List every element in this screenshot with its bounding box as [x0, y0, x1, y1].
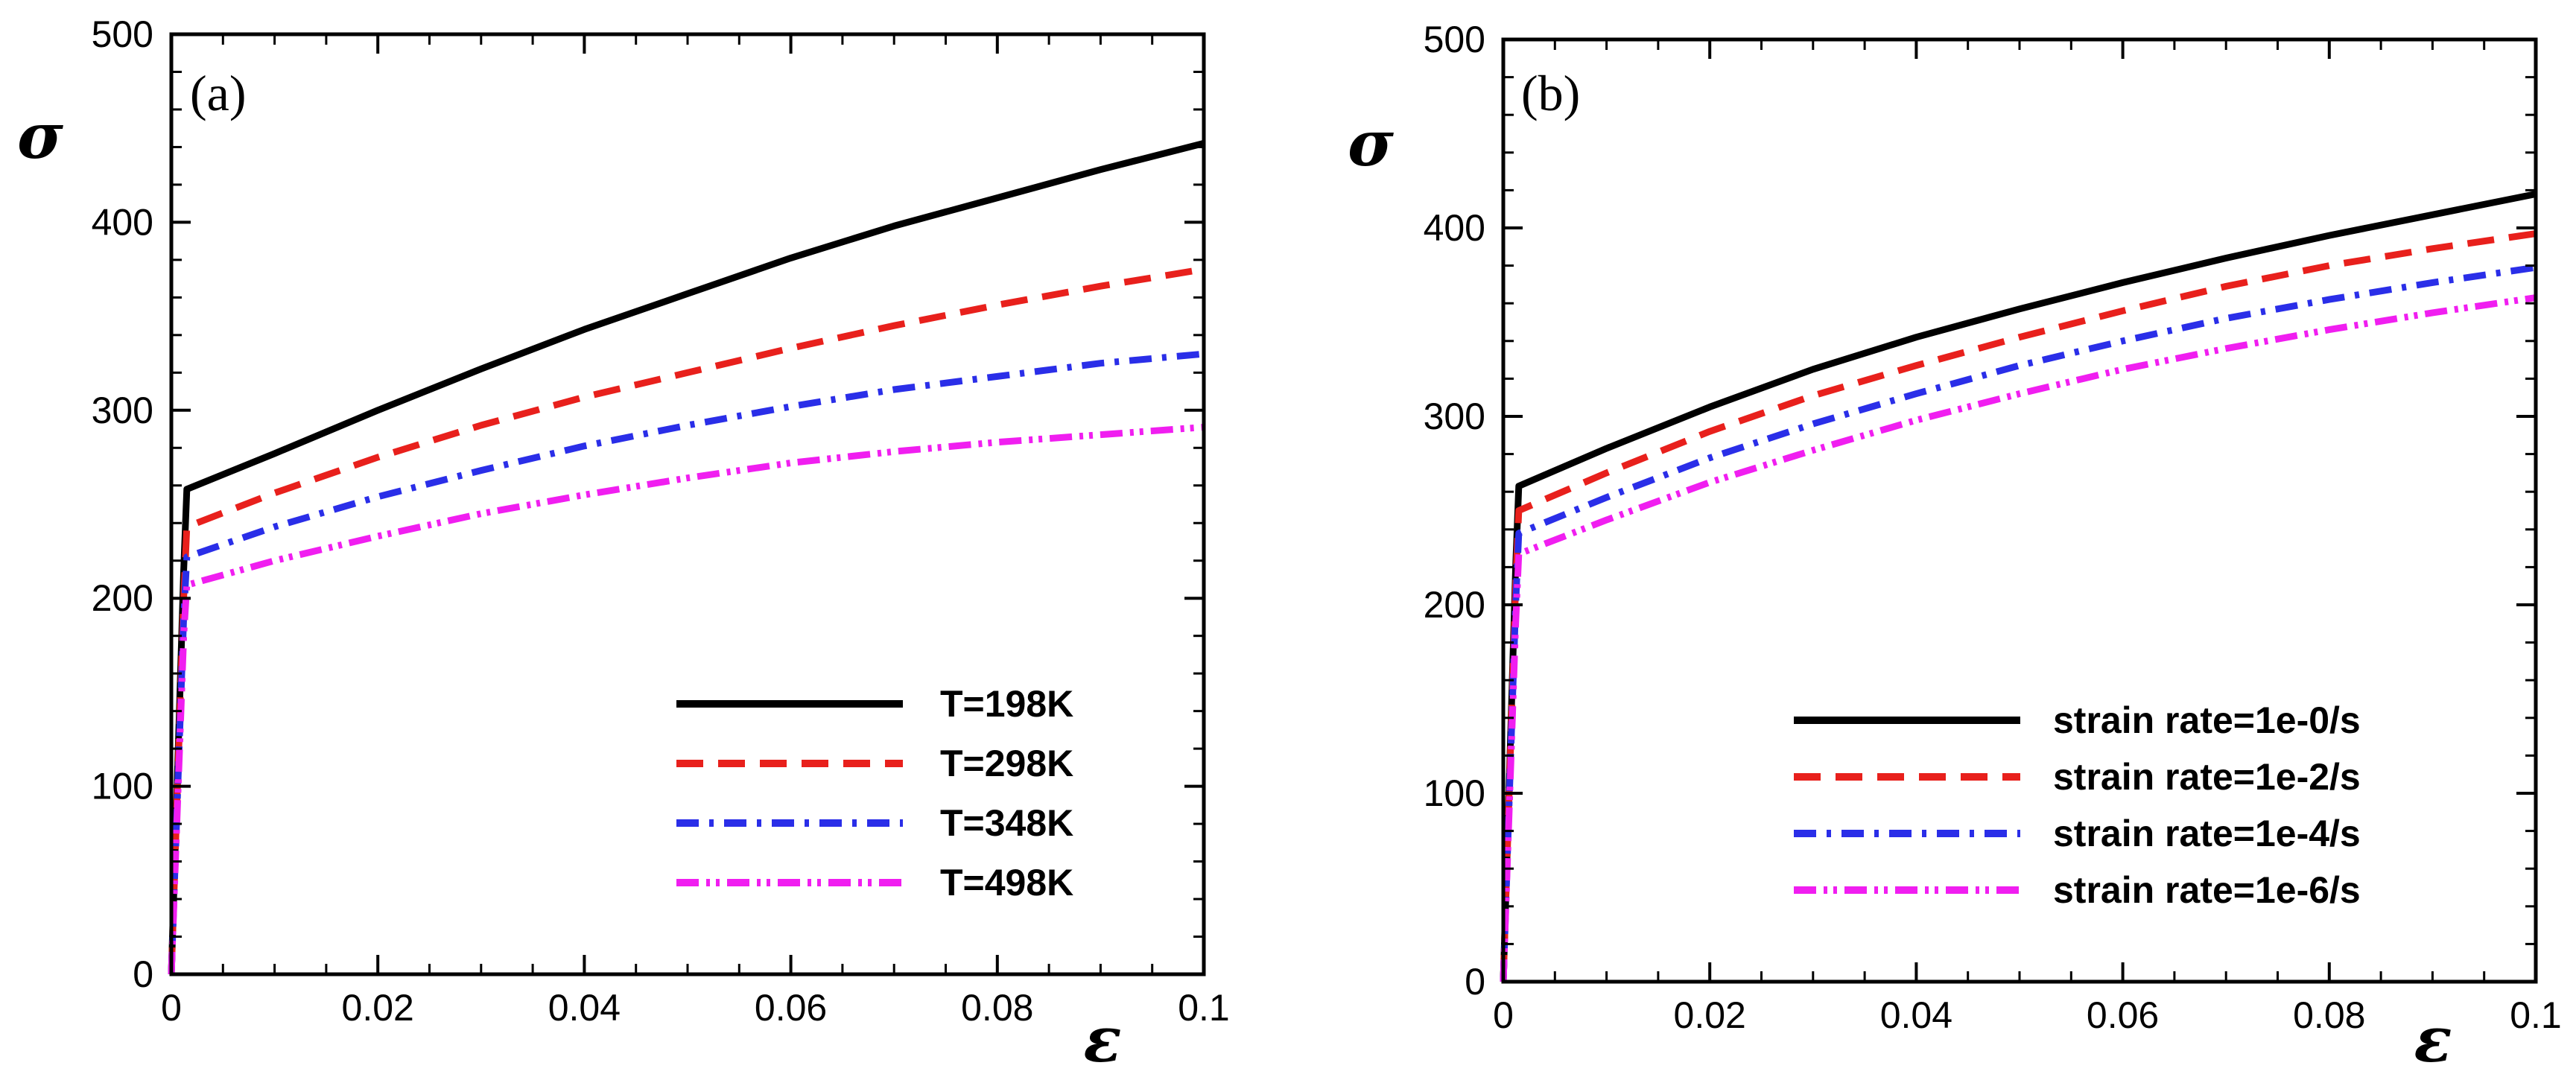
x-tick-label: 0: [1493, 994, 1514, 1036]
y-axis-label: σ: [17, 99, 63, 173]
y-tick-label: 0: [1465, 961, 1485, 1003]
legend-label-1: strain rate=1e-0/s: [2053, 699, 2361, 741]
x-tick-label: 0.04: [1880, 994, 1952, 1036]
series-line-3: [168, 350, 1205, 975]
legend-label-3: strain rate=1e-4/s: [2053, 813, 2361, 854]
y-tick-label: 100: [1424, 772, 1485, 814]
legend-label-4: strain rate=1e-6/s: [2053, 869, 2361, 911]
series-line-1: [1500, 191, 2537, 982]
series-line-4: [1500, 294, 2537, 982]
panel-label: (b): [1521, 65, 1580, 121]
x-axis-label: ε: [1083, 1003, 1121, 1076]
x-tick-label: 0.02: [342, 987, 414, 1029]
x-tick-label: 0.08: [2293, 994, 2365, 1036]
y-tick-label: 0: [133, 953, 153, 995]
y-tick-label: 300: [1424, 396, 1485, 437]
legend-label-2: T=298K: [940, 743, 1073, 784]
panel-label: (a): [190, 65, 246, 121]
y-tick-label: 300: [92, 390, 153, 431]
y-tick-label: 100: [92, 766, 153, 807]
plot-frame: [1501, 37, 2538, 984]
y-tick-label: 200: [92, 577, 153, 619]
legend-label-4: T=498K: [940, 862, 1073, 903]
y-tick-label: 500: [1424, 19, 1485, 60]
series-line-3: [1500, 264, 2537, 982]
x-tick-label: 0.1: [2510, 994, 2562, 1036]
y-tick-label: 400: [1424, 207, 1485, 249]
panel-a: 0 0.02 0.04 0.06 0.08 0.1 0 100 200 300 400 500 (a) σ…: [17, 13, 1230, 1076]
y-tick-label: 200: [1424, 584, 1485, 626]
legend-label-3: T=348K: [940, 802, 1073, 844]
legend: T=198K T=298K T=348K T=498K: [676, 683, 1073, 903]
y-axis-label: σ: [1348, 107, 1394, 180]
x-tick-label: 0.02: [1674, 994, 1746, 1036]
x-tick-label: 0.06: [755, 987, 827, 1029]
y-tick-label: 400: [92, 201, 153, 243]
x-tick-label: 0.04: [548, 987, 621, 1029]
x-tick-label: 0: [161, 987, 182, 1029]
x-tick-label: 0.06: [2087, 994, 2159, 1036]
legend: strain rate=1e-0/s strain rate=1e-2/s stra…: [1794, 699, 2361, 911]
x-axis-label: ε: [2414, 1003, 2452, 1076]
x-tick-label: 0.08: [961, 987, 1033, 1029]
legend-label-1: T=198K: [940, 683, 1073, 725]
y-tick-label: 500: [92, 13, 153, 55]
series-line-1: [168, 140, 1205, 975]
panel-b: 0 0.02 0.04 0.06 0.08 0.1 0 100 200 300 400 500 (b) σ…: [1348, 19, 2562, 1076]
x-tick-label: 0.1: [1178, 987, 1230, 1029]
legend-label-2: strain rate=1e-2/s: [2053, 756, 2361, 798]
series-line-2: [1500, 230, 2537, 982]
